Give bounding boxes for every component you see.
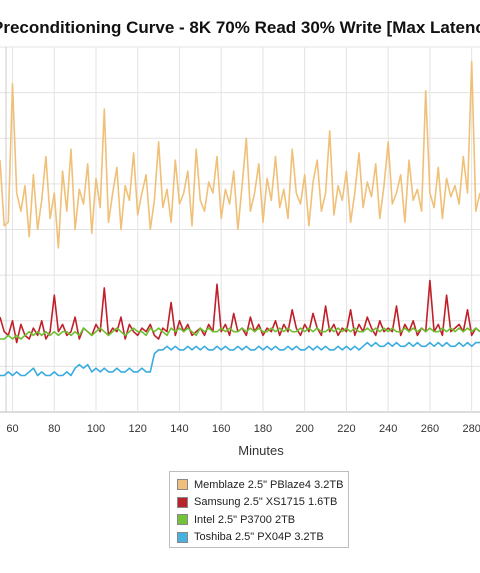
series-line-4 — [0, 341, 480, 377]
x-tick-label: 220 — [337, 423, 355, 435]
x-tick-label: 280 — [462, 423, 480, 435]
x-tick-label: 200 — [296, 423, 314, 435]
x-tick-label: 140 — [170, 423, 188, 435]
series-line-2 — [0, 279, 480, 344]
series-line-3 — [0, 327, 480, 340]
x-tick-label: 240 — [379, 423, 397, 435]
x-tick-label: 160 — [212, 423, 230, 435]
x-tick-label: 260 — [421, 423, 439, 435]
legend-item: Intel 2.5" P3700 2TB — [177, 511, 342, 529]
x-tick-label: 80 — [48, 423, 60, 435]
x-tick-label: 180 — [254, 423, 272, 435]
x-tick-label: 60 — [6, 423, 18, 435]
legend-swatch — [177, 496, 188, 508]
legend: Memblaze 2.5" PBlaze4 3.2TB Samsung 2.5" … — [169, 471, 349, 548]
legend-item: Toshiba 2.5" PX04P 3.2TB — [177, 529, 342, 547]
x-tick-label: 120 — [129, 423, 147, 435]
legend-swatch — [177, 514, 188, 526]
legend-swatch — [177, 479, 188, 491]
grid-lines — [0, 46, 480, 413]
legend-item: Memblaze 2.5" PBlaze4 3.2TB — [177, 476, 344, 494]
chart-title: Preconditioning Curve - 8K 70% Read 30% … — [0, 18, 480, 37]
legend-label: Intel 2.5" P3700 2TB — [194, 513, 296, 526]
series-line-1 — [0, 60, 480, 249]
x-tick-label: 100 — [87, 423, 105, 435]
x-axis-ticks: 60 80 100 120 140 160 180 200 220 240 260 280 — [6, 423, 480, 435]
legend-label: Memblaze 2.5" PBlaze4 3.2TB — [194, 478, 344, 491]
legend-label: Samsung 2.5" XS1715 1.6TB — [194, 496, 338, 509]
legend-swatch — [177, 531, 188, 543]
legend-label: Toshiba 2.5" PX04P 3.2TB — [194, 531, 324, 544]
x-axis-title: Minutes — [238, 443, 284, 458]
legend-item: Samsung 2.5" XS1715 1.6TB — [177, 494, 342, 512]
series-layer — [0, 60, 480, 377]
